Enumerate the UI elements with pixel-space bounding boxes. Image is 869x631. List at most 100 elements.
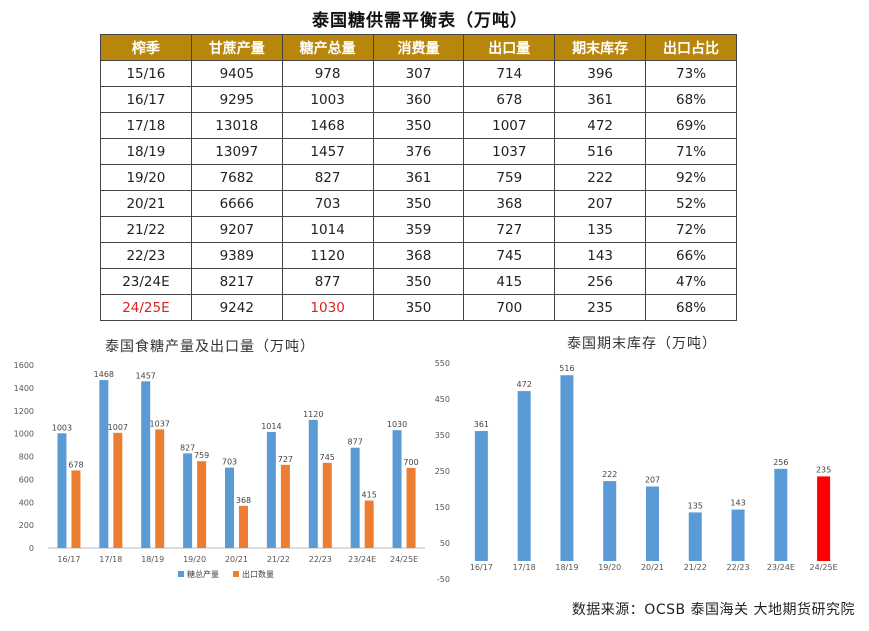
- ending-stock-chart: -50 50 150 250 350 450 550 361 16/17 472 17/18 516 1…: [435, 359, 838, 584]
- bar-production: [183, 453, 193, 548]
- cell-total: 978: [281, 60, 374, 87]
- y-tick-label: 1000: [14, 430, 34, 439]
- bar-export: [280, 464, 290, 548]
- x-tick-label: 17/18: [99, 555, 122, 564]
- cell-total: 1468: [281, 112, 374, 139]
- cell-stock: 361: [554, 86, 647, 113]
- data-label: 700: [403, 458, 418, 467]
- cell-total: 1014: [281, 216, 374, 243]
- cell-ratio: 72%: [645, 216, 737, 243]
- cell-cane: 9295: [190, 86, 283, 113]
- cell-ratio: 47%: [645, 268, 737, 295]
- bar-export: [364, 500, 374, 548]
- header-stock: 期末库存: [554, 34, 647, 61]
- cell-consumption: 360: [372, 86, 465, 113]
- table-row: 15/16 9405 978 307 714 396 73%: [100, 60, 737, 87]
- bar-ending-stock: [688, 512, 702, 561]
- cell-stock: 235: [554, 294, 647, 321]
- cell-stock: 516: [554, 138, 647, 165]
- cell-total: 1457: [281, 138, 374, 165]
- header-season: 榨季: [100, 34, 192, 61]
- cell-export: 727: [463, 216, 556, 243]
- cell-export: 415: [463, 268, 556, 295]
- legend-label: 出口数量: [242, 569, 274, 579]
- table-row: 20/21 6666 703 350 368 207 52%: [100, 190, 737, 217]
- bar-ending-stock: [817, 476, 831, 561]
- cell-cane: 9389: [190, 242, 283, 269]
- cell-stock: 135: [554, 216, 647, 243]
- y-tick-label: 0: [29, 544, 34, 553]
- cell-consumption: 361: [372, 164, 465, 191]
- x-tick-label: 16/17: [470, 563, 493, 572]
- cell-stock: 143: [554, 242, 647, 269]
- bar-ending-stock: [603, 481, 617, 561]
- cell-stock: 222: [554, 164, 647, 191]
- cell-season: 22/23: [100, 242, 192, 269]
- y-tick-label: -50: [437, 575, 450, 584]
- data-label: 143: [730, 499, 745, 508]
- cell-season: 15/16: [100, 60, 192, 87]
- y-tick-label: 250: [435, 467, 450, 476]
- cell-consumption: 359: [372, 216, 465, 243]
- bar-export: [406, 467, 416, 548]
- bar-production: [57, 433, 67, 548]
- cell-season: 19/20: [100, 164, 192, 191]
- cell-total: 703: [281, 190, 374, 217]
- data-label: 759: [194, 451, 209, 460]
- bar-ending-stock: [474, 431, 488, 561]
- cell-ratio: 68%: [645, 294, 737, 321]
- cell-cane: 13018: [190, 112, 283, 139]
- data-label: 1030: [387, 420, 407, 429]
- cell-cane: 9242: [190, 294, 283, 321]
- cell-export: 700: [463, 294, 556, 321]
- y-tick-label: 50: [440, 539, 450, 548]
- bar-export: [197, 461, 207, 548]
- x-tick-label: 24/25E: [390, 555, 418, 564]
- cell-cane: 6666: [190, 190, 283, 217]
- production-export-chart: 0 200 400 600 800 1000 1200 1400 1600 1003 678 16/1…: [14, 361, 425, 579]
- data-label: 1003: [52, 423, 72, 432]
- cell-cane: 8217: [190, 268, 283, 295]
- cell-ratio: 68%: [645, 86, 737, 113]
- header-export: 出口量: [463, 34, 556, 61]
- x-tick-label: 18/19: [555, 563, 578, 572]
- bar-production: [308, 419, 318, 548]
- bar-export: [71, 470, 81, 548]
- cell-consumption: 350: [372, 294, 465, 321]
- header-consumption: 消费量: [372, 34, 465, 61]
- y-tick-label: 550: [435, 359, 450, 368]
- data-label: 727: [278, 455, 293, 464]
- cell-ratio: 71%: [645, 138, 737, 165]
- header-ratio: 出口占比: [645, 34, 737, 61]
- table-title: 泰国糖供需平衡表（万吨）: [312, 11, 528, 31]
- data-label: 368: [236, 496, 251, 505]
- cell-stock: 472: [554, 112, 647, 139]
- header-total: 糖产总量: [281, 34, 374, 61]
- bar-export: [155, 429, 165, 548]
- cell-season: 21/22: [100, 216, 192, 243]
- cell-ratio: 92%: [645, 164, 737, 191]
- data-label: 1007: [108, 423, 128, 432]
- data-label: 678: [68, 460, 83, 469]
- cell-consumption: 307: [372, 60, 465, 87]
- bar-ending-stock: [731, 509, 745, 561]
- data-label: 703: [222, 458, 237, 467]
- table-row: 24/25E 9242 1030 350 700 235 68%: [100, 294, 737, 321]
- table-row: 16/17 9295 1003 360 678 361 68%: [100, 86, 737, 113]
- bar-production: [225, 467, 234, 548]
- data-label: 1457: [136, 371, 156, 380]
- cell-consumption: 350: [372, 268, 465, 295]
- cell-ratio: 52%: [645, 190, 737, 217]
- bar-ending-stock: [774, 468, 788, 561]
- y-tick-label: 400: [19, 498, 34, 507]
- x-tick-label: 17/18: [513, 563, 536, 572]
- cell-cane: 13097: [190, 138, 283, 165]
- x-tick-label: 16/17: [57, 555, 80, 564]
- cell-season: 23/24E: [100, 268, 192, 295]
- x-tick-label: 23/24E: [348, 555, 376, 564]
- data-label: 745: [320, 453, 335, 462]
- data-label: 415: [362, 491, 377, 500]
- cell-export: 368: [463, 190, 556, 217]
- cell-stock: 396: [554, 60, 647, 87]
- supply-demand-table: 榨季 甘蔗产量 糖产总量 消费量 出口量 期末库存 出口占比 15/16 9405 978 307…: [100, 34, 737, 321]
